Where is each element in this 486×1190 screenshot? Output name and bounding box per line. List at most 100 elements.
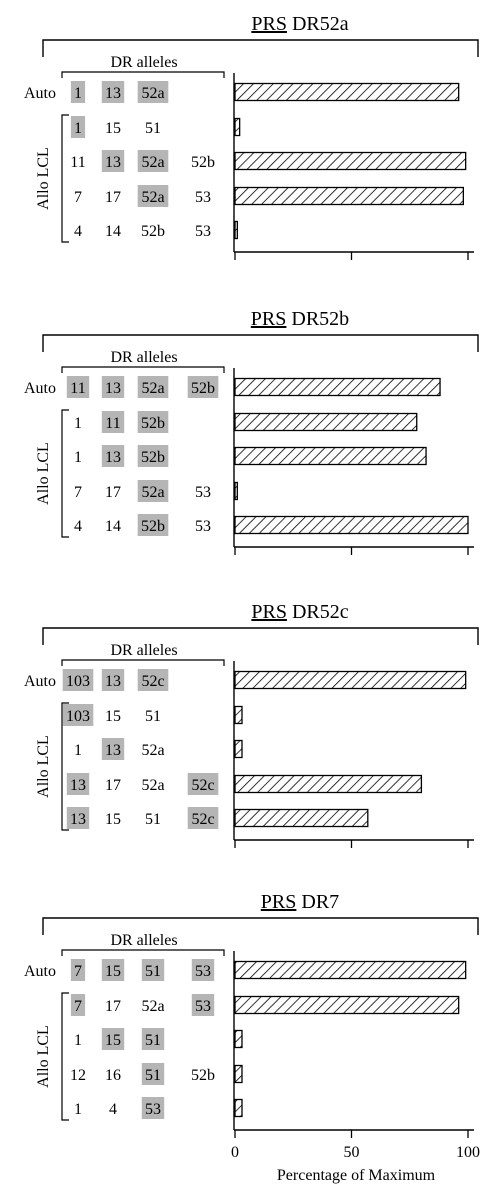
allele-label: 103 [66, 673, 90, 690]
bar [234, 377, 441, 397]
allo-bracket [61, 992, 69, 1121]
x-tick-label: 100 [456, 1144, 480, 1161]
allele-label: 11 [105, 415, 120, 432]
allele-highlight [191, 959, 215, 981]
allele-label: 7 [74, 963, 82, 980]
allele-label: 1 [74, 415, 82, 432]
allele-label: 13 [105, 380, 121, 397]
allele-label: 17 [105, 998, 121, 1015]
allele-label: 17 [105, 484, 121, 501]
allele-label: 4 [74, 223, 82, 240]
allele-label: 12 [70, 1067, 86, 1084]
allele-highlight [66, 376, 90, 398]
allele-highlight [137, 480, 169, 502]
allele-highlight [187, 807, 219, 829]
allele-label: 52b [141, 415, 165, 432]
auto-label: Auto [24, 963, 56, 980]
panel-title: PRS DR52c [251, 601, 348, 623]
allele-label: 7 [74, 998, 82, 1015]
bar [234, 186, 464, 206]
allele-label: 53 [195, 189, 211, 206]
allo-lcl-label: Allo LCL [35, 147, 52, 210]
allele-highlight [70, 81, 86, 103]
allele-label: 52b [141, 223, 165, 240]
allele-label: 52a [141, 484, 164, 501]
allele-highlight [101, 445, 125, 467]
allele-label: 11 [70, 154, 85, 171]
allele-highlight [101, 376, 125, 398]
allo-lcl-label: Allo LCL [35, 1025, 52, 1088]
panel-2: PRS DR52b DR alleles Auto Allo LCL 11 13 52a 52… [24, 308, 479, 555]
allele-highlight [137, 81, 169, 103]
bar [234, 1029, 243, 1049]
allele-label: 103 [66, 708, 90, 725]
allele-highlight [70, 959, 86, 981]
allele-label: 13 [105, 449, 121, 466]
bar [234, 705, 243, 725]
bar [234, 220, 238, 240]
alleles-header: DR alleles [110, 349, 177, 366]
allele-label: 52c [191, 777, 214, 794]
bar [234, 670, 467, 690]
allele-highlight [101, 738, 125, 760]
allele-highlight [101, 411, 125, 433]
bar [234, 1064, 243, 1084]
allele-highlight [101, 1028, 125, 1050]
panel-title: PRS DR52b [251, 308, 349, 330]
alleles-bracket [61, 949, 225, 956]
x-tick-label: 50 [344, 1144, 360, 1161]
bar [234, 774, 423, 794]
allele-label: 52a [141, 380, 164, 397]
allele-label: 1 [74, 1101, 82, 1118]
allele-highlight [137, 445, 169, 467]
allo-lcl-label: Allo LCL [35, 442, 52, 505]
allele-label: 13 [70, 777, 86, 794]
alleles-bracket [61, 366, 225, 373]
bar [234, 515, 469, 535]
allele-highlight [62, 669, 94, 691]
panel-bracket [42, 627, 479, 645]
allele-label: 13 [70, 811, 86, 828]
allele-label: 51 [145, 708, 161, 725]
allele-label: 17 [105, 777, 121, 794]
allele-label: 53 [195, 518, 211, 535]
bar [234, 82, 460, 102]
auto-label: Auto [24, 673, 56, 690]
allele-label: 15 [105, 120, 121, 137]
allele-highlight [187, 376, 219, 398]
x-tick-label: 0 [231, 1144, 239, 1161]
allele-label: 4 [109, 1101, 117, 1118]
bar [234, 446, 427, 466]
alleles-bracket [61, 659, 225, 666]
allele-highlight [66, 773, 90, 795]
allele-highlight [141, 959, 165, 981]
allele-label: 4 [74, 518, 82, 535]
title-underlined-part: PRS [251, 601, 287, 623]
allele-label: 13 [105, 154, 121, 171]
bar [234, 995, 460, 1015]
allele-label: 52a [141, 154, 164, 171]
allele-highlight [101, 81, 125, 103]
allele-highlight [62, 704, 94, 726]
allele-highlight [137, 150, 169, 172]
allele-label: 16 [105, 1067, 121, 1084]
allele-highlight [191, 994, 215, 1016]
allele-label: 17 [105, 189, 121, 206]
title-rest-part: DR52a [287, 13, 349, 35]
allo-bracket [61, 702, 69, 831]
auto-label: Auto [24, 380, 56, 397]
panel-3: PRS DR52c DR alleles Auto Allo LCL 103 13 52c 1… [24, 601, 479, 848]
title-underlined-part: PRS [251, 308, 287, 330]
allele-highlight [70, 994, 86, 1016]
allele-highlight [141, 1028, 165, 1050]
allele-label: 15 [105, 811, 121, 828]
allele-label: 11 [70, 380, 85, 397]
allele-label: 15 [105, 963, 121, 980]
allele-label: 53 [145, 1101, 161, 1118]
allele-label: 52b [191, 154, 215, 171]
allele-label: 52a [141, 777, 164, 794]
allele-label: 15 [105, 1032, 121, 1049]
allele-label: 53 [195, 998, 211, 1015]
